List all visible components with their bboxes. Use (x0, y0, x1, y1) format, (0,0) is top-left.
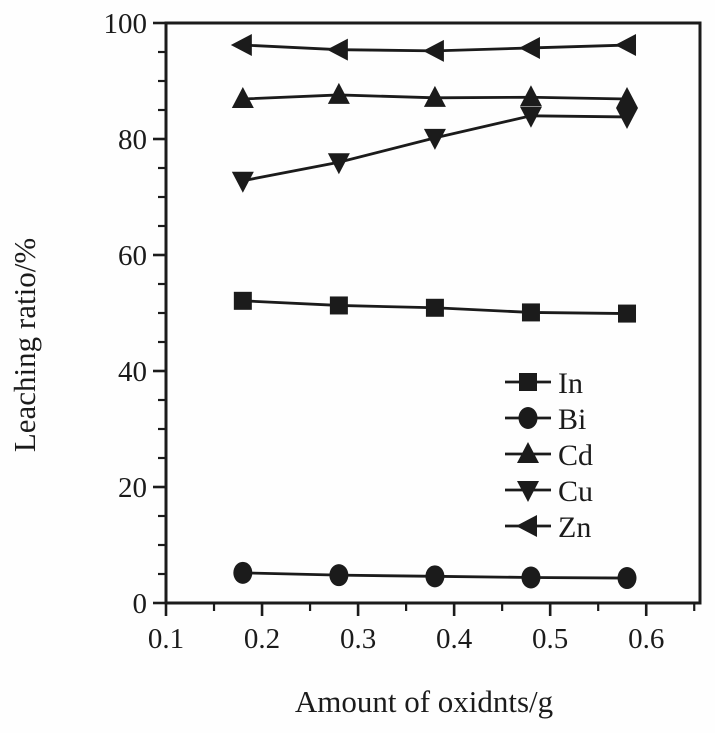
y-axis: 0 20 40 60 80 100 (104, 8, 166, 620)
marker-square (618, 304, 637, 323)
x-tick-label: 0.6 (628, 623, 664, 655)
legend-label: Bi (558, 403, 586, 436)
series-Bi (233, 561, 637, 590)
y-axis-title: Leaching ratio/% (7, 237, 42, 453)
marker-triangle-down (231, 171, 254, 193)
marker-circle (617, 567, 637, 590)
x-tick-label: 0.3 (340, 623, 376, 655)
legend-label: Cu (558, 475, 593, 508)
x-tick-label: 0.1 (148, 623, 184, 655)
marker-triangle-up (327, 82, 350, 104)
x-tick-label: 0.2 (244, 623, 280, 655)
marker-circle (425, 565, 445, 588)
series-In (233, 291, 637, 323)
marker-triangle-up (423, 85, 446, 107)
marker-triangle-down (519, 106, 542, 128)
series-Zn (230, 34, 637, 62)
marker-circle (329, 564, 349, 587)
y-tick-label: 40 (118, 356, 147, 388)
marker-triangle-down (517, 481, 539, 502)
marker-triangle-up (616, 86, 639, 108)
x-tick-label: 0.4 (436, 623, 473, 655)
marker-triangle-up (517, 442, 539, 463)
y-tick-label: 60 (118, 240, 147, 272)
legend-item-In: In (505, 367, 583, 400)
marker-triangle-left (518, 36, 540, 59)
marker-triangle-down (423, 128, 446, 150)
legend-label: In (558, 367, 583, 400)
marker-triangle-left (422, 39, 444, 62)
marker-triangle-up (231, 86, 254, 108)
y-tick-label: 20 (118, 472, 147, 504)
x-tick-label: 0.5 (532, 623, 568, 655)
y-tick-label: 100 (104, 8, 148, 40)
legend-item-Zn: Zn (505, 511, 591, 544)
marker-square (521, 303, 540, 322)
marker-triangle-left (230, 34, 252, 57)
x-axis-title: Amount of oxidnts/g (294, 684, 554, 719)
legend-item-Cd: Cd (505, 439, 593, 472)
legend-label: Cd (558, 439, 593, 472)
y-tick-label: 0 (133, 588, 148, 620)
y-tick-label: 80 (118, 124, 147, 156)
marker-square (329, 296, 348, 315)
series-Cu (231, 106, 639, 193)
marker-circle (233, 561, 253, 584)
x-axis: 0.1 0.2 0.3 0.4 0.5 0.6 (148, 603, 696, 655)
marker-circle (521, 566, 541, 589)
legend-item-Bi: Bi (505, 403, 586, 436)
marker-triangle-left (516, 515, 537, 537)
series-Cd (231, 82, 639, 108)
marker-square (519, 373, 537, 391)
marker-triangle-up (519, 85, 542, 107)
legend-label: Zn (558, 511, 591, 544)
marker-triangle-down (327, 153, 350, 175)
marker-triangle-left (615, 34, 637, 57)
marker-triangle-down (616, 107, 639, 129)
legend-item-Cu: Cu (505, 475, 593, 508)
marker-triangle-left (326, 38, 348, 61)
marker-square (233, 291, 252, 310)
marker-circle (518, 407, 538, 429)
marker-square (425, 298, 444, 317)
